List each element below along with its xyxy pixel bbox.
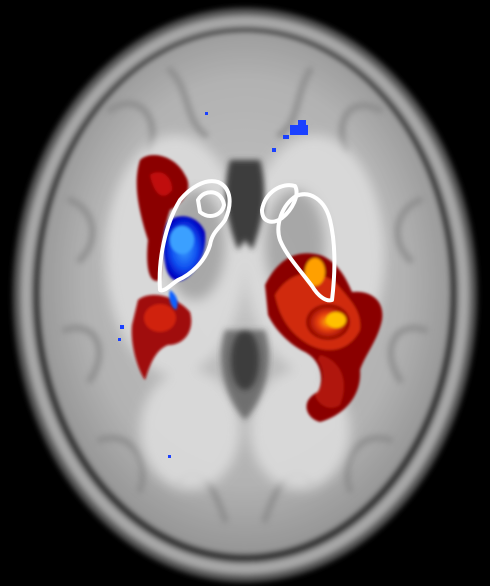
roi-left-striatum [157, 179, 232, 293]
activation-positive [131, 155, 383, 422]
roi-left-caudate [196, 190, 226, 218]
roi-outlines [157, 179, 337, 303]
activation-negative [118, 112, 308, 458]
roi-right-striatum [276, 192, 337, 303]
roi-right-caudate [260, 183, 299, 224]
brain-tissue [39, 31, 451, 555]
ventricles [221, 160, 269, 420]
